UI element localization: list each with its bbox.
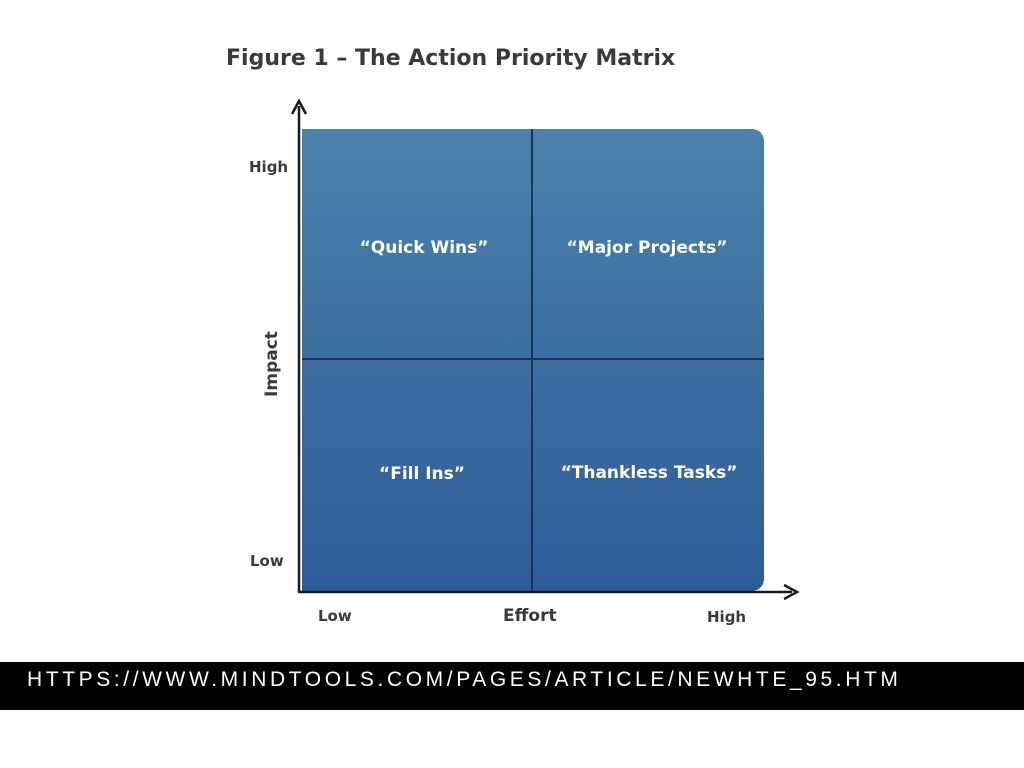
source-url-bar bbox=[0, 662, 1024, 710]
y-axis-low-label: Low bbox=[250, 552, 284, 570]
y-axis-high-label: High bbox=[249, 158, 289, 176]
quadrant-major-projects: “Major Projects” bbox=[566, 238, 728, 258]
quadrant-quick-wins: “Quick Wins” bbox=[359, 238, 489, 258]
priority-matrix: “Quick Wins” “Major Projects” “Fill Ins”… bbox=[302, 129, 764, 591]
quadrant-fill-ins: “Fill Ins” bbox=[379, 464, 465, 484]
y-axis-arrow-icon bbox=[290, 98, 308, 115]
horizontal-divider bbox=[302, 358, 764, 360]
x-axis-arrow-icon bbox=[783, 583, 800, 601]
quadrant-thankless-tasks: “Thankless Tasks” bbox=[560, 463, 738, 483]
source-url: HTTPS://WWW.MINDTOOLS.COM/PAGES/ARTICLE/… bbox=[27, 668, 902, 691]
x-axis-title: Effort bbox=[503, 606, 557, 626]
vertical-divider bbox=[531, 129, 533, 591]
x-axis-low-label: Low bbox=[318, 607, 352, 625]
y-axis-title: Impact bbox=[262, 331, 282, 397]
x-axis-high-label: High bbox=[707, 608, 747, 626]
figure-title: Figure 1 – The Action Priority Matrix bbox=[226, 46, 676, 71]
